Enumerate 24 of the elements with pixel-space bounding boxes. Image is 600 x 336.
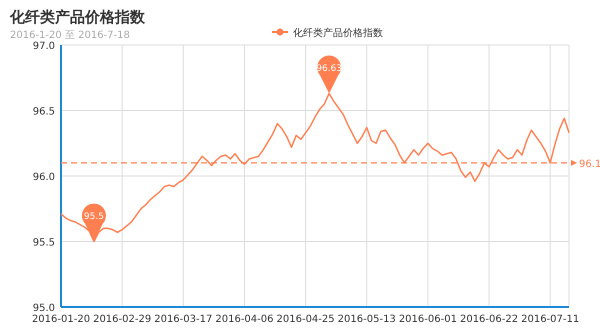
y-tick-label: 97.0 — [32, 41, 55, 52]
y-tick-label: 96.5 — [32, 106, 55, 118]
x-tick-label: 2016-01-20 — [32, 314, 90, 325]
marker-pin: 95.5 — [82, 204, 106, 242]
chart-subtitle: 2016-1-20 至 2016-7-18 — [10, 30, 130, 41]
ref-line: 96.1 — [61, 158, 600, 170]
y-tick-label: 96.0 — [32, 172, 55, 183]
x-tick-label: 2016-07-11 — [521, 314, 580, 325]
legend-label: 化纤类产品价格指数 — [293, 27, 383, 39]
legend: 化纤类产品价格指数 — [272, 28, 383, 39]
y-tick-label: 95.5 — [32, 238, 55, 248]
x-tick-label: 2016-03-17 — [154, 314, 212, 325]
x-tick-label: 2016-06-01 — [398, 314, 457, 325]
annotation: 95.5 — [84, 212, 104, 222]
ref-line-label: 96.1 — [579, 158, 600, 170]
x-tick-label: 2016-06-22 — [460, 314, 518, 325]
marker-pin: 96.63 — [316, 56, 342, 94]
x-tick-label: 2016-04-25 — [276, 314, 335, 325]
x-tick-label: 2016-02-29 — [93, 314, 152, 325]
annotation: 96.63 — [316, 64, 342, 74]
x-tick-label: 2016-05-13 — [338, 314, 396, 325]
chart-title: 化纤类产品价格指数 — [9, 8, 146, 26]
x-tick-label: 2016-04-06 — [215, 314, 274, 325]
y-tick-label: 95.0 — [32, 303, 55, 314]
